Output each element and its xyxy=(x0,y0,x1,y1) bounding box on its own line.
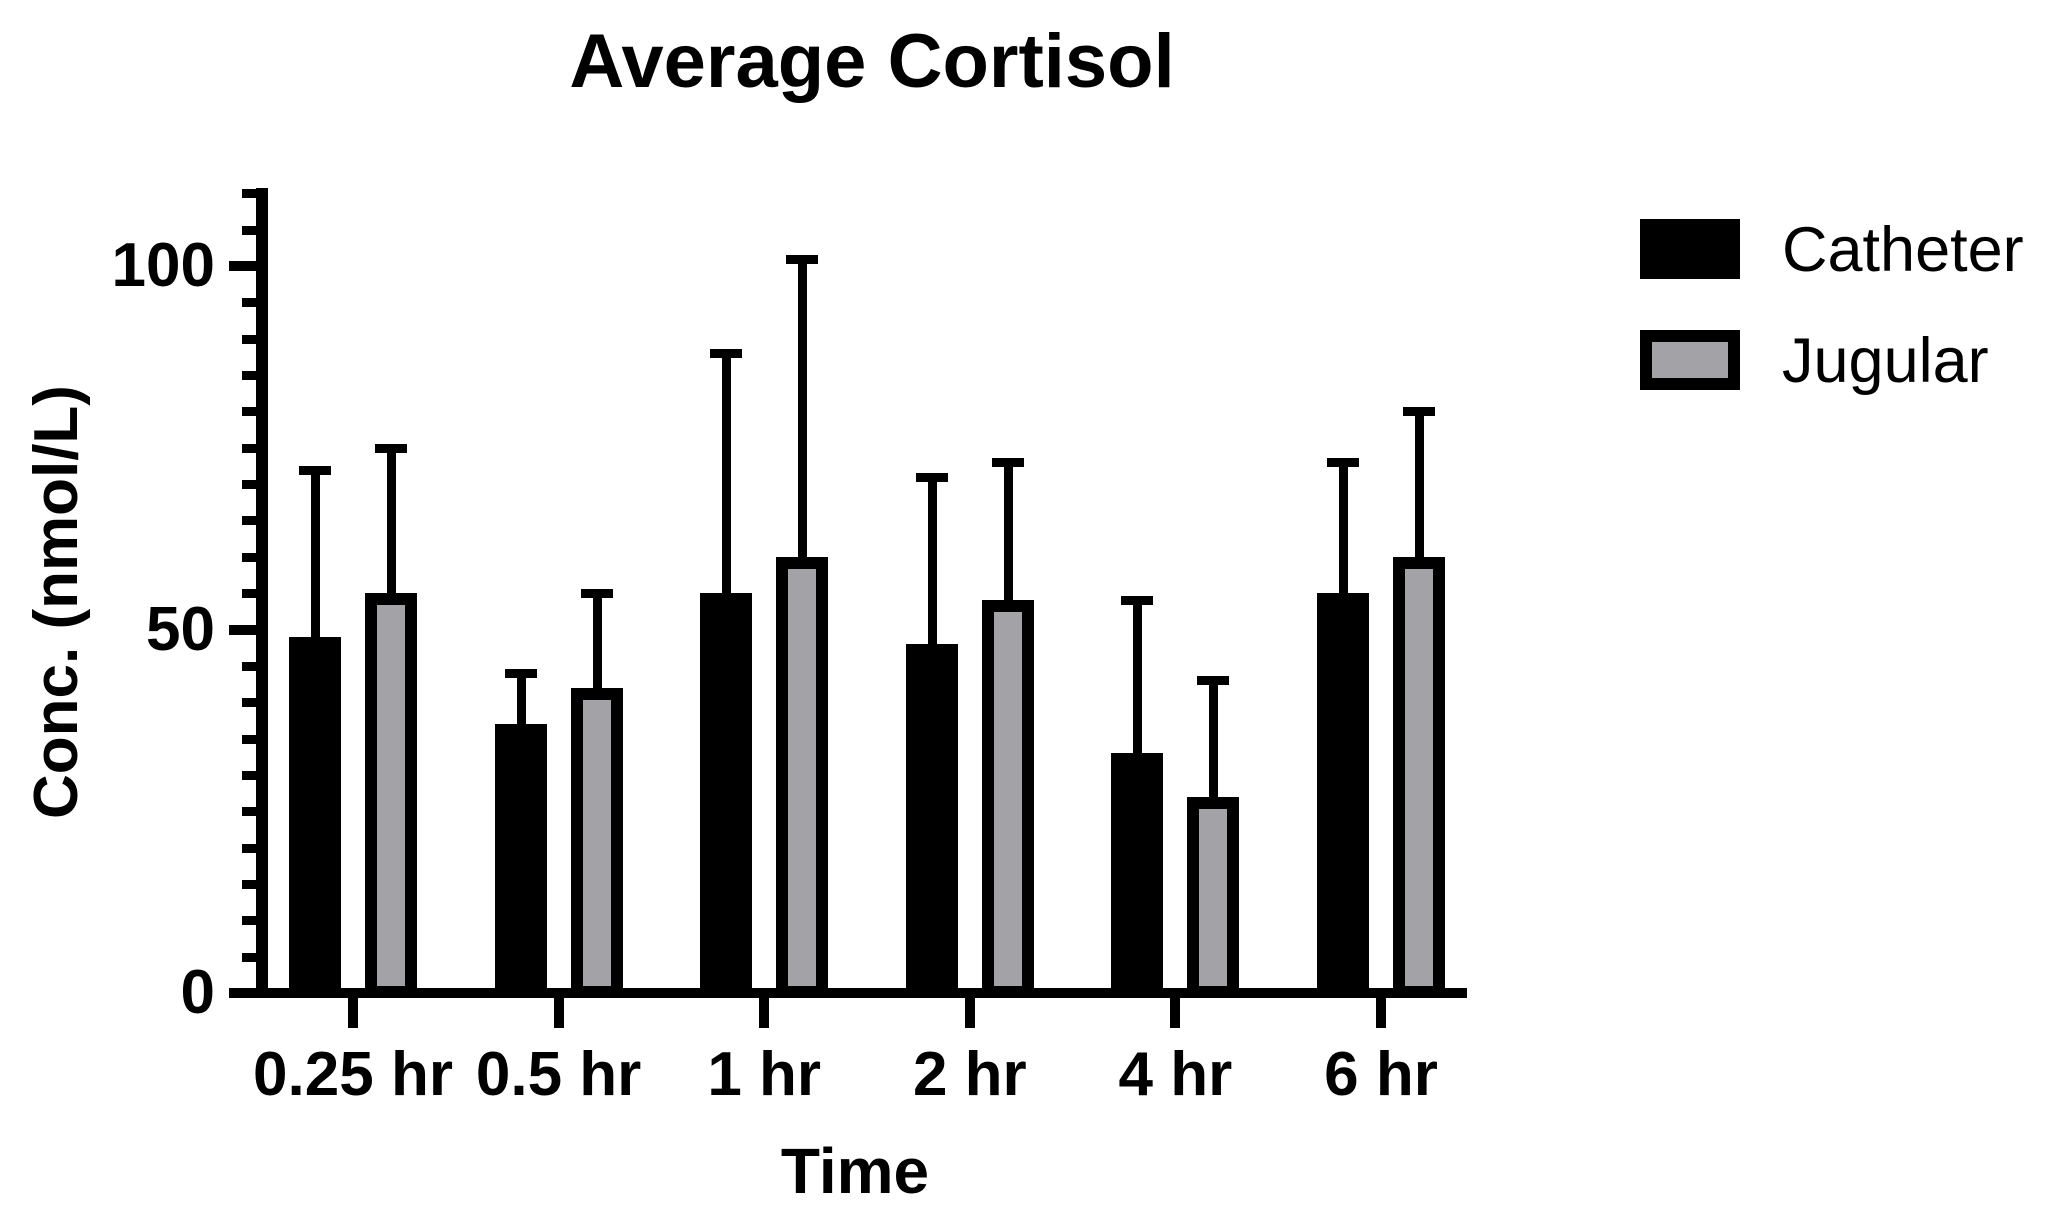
error-bar-cap-jugular-5 xyxy=(1403,407,1435,417)
y-minor-tick-80 xyxy=(242,407,262,417)
x-axis-title: Time xyxy=(780,1135,930,1207)
y-major-tick-50 xyxy=(229,624,262,635)
legend-label-catheter: Catheter xyxy=(1782,215,2024,285)
error-bar-cap-catheter-5 xyxy=(1327,458,1359,468)
x-tick-label-6-hr: 6 hr xyxy=(1324,1040,1438,1109)
y-minor-tick-10 xyxy=(242,916,262,926)
bar-catheter-4-hr xyxy=(1111,753,1164,998)
y-minor-tick-65 xyxy=(242,516,262,526)
bar-catheter-6-hr xyxy=(1317,593,1369,998)
error-bar-cap-catheter-0 xyxy=(299,465,331,475)
y-minor-tick-110 xyxy=(242,189,262,199)
y-major-tick-100 xyxy=(229,261,262,271)
x-tick-1-hr xyxy=(759,998,770,1028)
error-bar-line-catheter-4 xyxy=(1133,600,1143,760)
error-bar-line-catheter-0 xyxy=(311,469,320,643)
y-minor-tick-15 xyxy=(242,879,262,889)
y-minor-tick-105 xyxy=(242,225,262,235)
x-tick-0.25-hr xyxy=(348,998,358,1028)
x-tick-4-hr xyxy=(1170,998,1181,1028)
error-bar-cap-catheter-3 xyxy=(915,472,948,482)
bar-jugular-0.25-hr xyxy=(365,593,417,998)
y-minor-tick-45 xyxy=(242,661,262,671)
legend-label-jugular: Jugular xyxy=(1782,326,1989,396)
y-minor-tick-5 xyxy=(242,952,262,962)
y-axis-line xyxy=(256,188,268,998)
y-tick-label-100: 100 xyxy=(111,231,215,300)
error-bar-line-jugular-1 xyxy=(592,593,602,694)
y-major-tick-0 xyxy=(229,988,262,998)
y-minor-tick-25 xyxy=(242,807,262,817)
bar-catheter-0.5-hr xyxy=(494,724,547,998)
y-minor-tick-85 xyxy=(242,371,262,381)
y-minor-tick-20 xyxy=(242,843,262,853)
y-minor-tick-55 xyxy=(242,589,262,599)
y-minor-tick-90 xyxy=(242,334,262,344)
y-tick-label-0: 0 xyxy=(180,958,215,1027)
error-bar-cap-jugular-1 xyxy=(580,589,613,599)
y-minor-tick-40 xyxy=(242,698,262,708)
x-tick-6-hr xyxy=(1376,998,1386,1028)
y-minor-tick-30 xyxy=(242,770,262,780)
error-bar-cap-jugular-2 xyxy=(786,254,819,264)
bar-jugular-6-hr xyxy=(1393,556,1445,998)
error-bar-line-jugular-5 xyxy=(1415,411,1424,563)
y-minor-tick-95 xyxy=(242,298,262,308)
x-tick-label-0.5-hr: 0.5 hr xyxy=(475,1040,642,1109)
x-tick-label-1-hr: 1 hr xyxy=(707,1040,822,1109)
error-bar-line-jugular-4 xyxy=(1209,680,1219,803)
error-bar-cap-jugular-0 xyxy=(375,443,407,453)
error-bar-cap-jugular-3 xyxy=(991,458,1024,468)
x-tick-0.5-hr xyxy=(553,998,564,1028)
bar-catheter-2-hr xyxy=(905,644,958,998)
jugular-swatch xyxy=(1640,330,1740,390)
x-tick-label-0.25-hr: 0.25 hr xyxy=(253,1040,453,1109)
bar-jugular-0.5-hr xyxy=(570,687,623,998)
error-bar-cap-catheter-2 xyxy=(710,349,743,359)
error-bar-line-catheter-2 xyxy=(722,353,732,600)
y-tick-label-50: 50 xyxy=(146,594,215,664)
y-minor-tick-35 xyxy=(242,734,262,744)
y-minor-tick-70 xyxy=(242,480,262,490)
bar-catheter-1-hr xyxy=(700,593,753,998)
x-axis-line xyxy=(229,988,1467,998)
bar-jugular-1-hr xyxy=(776,556,829,998)
error-bar-line-catheter-5 xyxy=(1339,462,1348,600)
bar-jugular-4-hr xyxy=(1187,796,1240,998)
bar-jugular-2-hr xyxy=(981,600,1034,998)
catheter-swatch xyxy=(1640,219,1740,279)
y-minor-tick-60 xyxy=(242,552,262,562)
error-bar-line-jugular-0 xyxy=(387,447,396,600)
error-bar-line-jugular-2 xyxy=(798,258,808,563)
x-tick-label-4-hr: 4 hr xyxy=(1118,1040,1233,1109)
error-bar-cap-jugular-4 xyxy=(1197,676,1230,686)
error-bar-line-catheter-3 xyxy=(927,476,937,651)
chart-title: Average Cortisol xyxy=(569,19,1175,104)
bar-catheter-0.25-hr xyxy=(289,636,341,998)
x-tick-label-2-hr: 2 hr xyxy=(912,1040,1027,1109)
error-bar-line-jugular-3 xyxy=(1003,462,1013,607)
x-tick-2-hr xyxy=(964,998,975,1028)
y-minor-tick-75 xyxy=(242,443,262,453)
error-bar-cap-catheter-1 xyxy=(504,669,537,679)
error-bar-line-catheter-1 xyxy=(516,673,526,730)
error-bar-cap-catheter-4 xyxy=(1121,596,1154,606)
